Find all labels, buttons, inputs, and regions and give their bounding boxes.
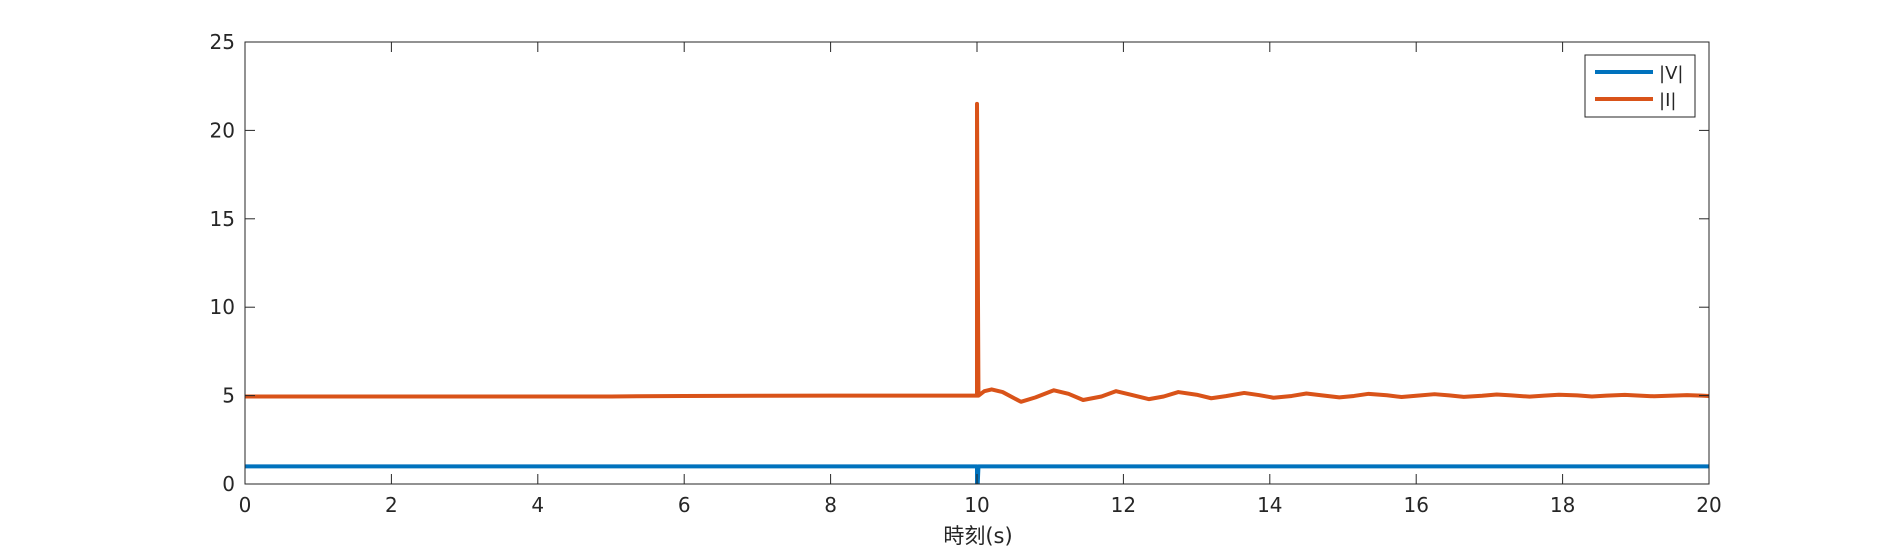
legend-label: |I| — [1659, 90, 1676, 111]
series-line-1 — [245, 464, 1709, 484]
y-tick-label: 25 — [210, 30, 235, 54]
x-axis-label: 時刻(s) — [943, 524, 1012, 548]
series-layer — [245, 101, 1709, 484]
x-tick-label: 20 — [1696, 493, 1721, 517]
x-tick-label: 14 — [1257, 493, 1282, 517]
x-tick-label: 8 — [824, 493, 837, 517]
x-tick-label: 16 — [1403, 493, 1428, 517]
y-tick-label: 0 — [222, 472, 235, 496]
x-tick-label: 12 — [1111, 493, 1136, 517]
series-line-2 — [245, 101, 1709, 404]
y-tick-label: 10 — [210, 295, 235, 319]
x-tick-label: 18 — [1550, 493, 1575, 517]
legend-box — [1584, 54, 1696, 118]
x-tick-label: 0 — [239, 493, 252, 517]
axes-layer: 0 2 4 6 8 10 12 14 16 18 20 0 5 10 15 20 25 — [210, 30, 1722, 517]
x-tick-label: 2 — [385, 493, 398, 517]
y-tick-label: 5 — [222, 384, 235, 408]
x-tick-label: 6 — [678, 493, 691, 517]
legend: |V| |I| — [1584, 54, 1696, 118]
x-tick-label: 4 — [531, 493, 544, 517]
y-tick-label: 20 — [210, 118, 235, 142]
legend-label: |V| — [1659, 63, 1683, 84]
y-tick-label: 15 — [210, 207, 235, 231]
x-tick-label: 10 — [964, 493, 989, 517]
